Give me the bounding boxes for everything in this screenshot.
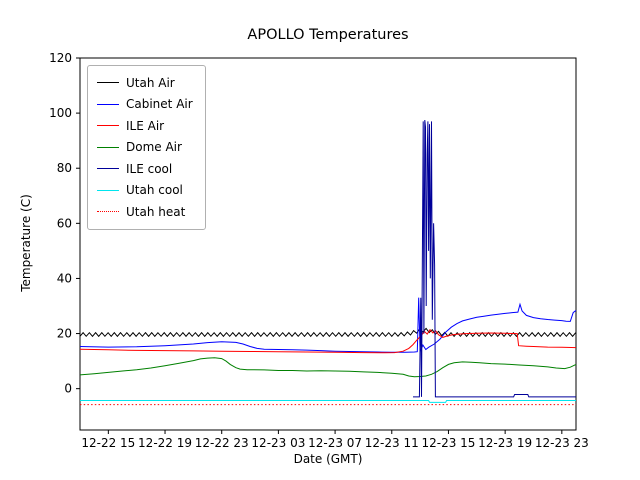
legend-line-swatch [97,82,119,84]
legend-entry-dome-air: Dome Air [97,137,193,159]
legend-line-swatch [97,168,119,170]
legend-entry-ile-air: ILE Air [97,115,193,137]
series-cabinet-air [79,297,577,353]
legend-label: Utah Air [126,75,175,90]
y-tick-label: 60 [57,216,72,230]
legend-line-swatch [97,103,119,105]
y-tick-label: 40 [57,271,72,285]
legend-line-swatch [97,211,119,213]
series-dome-air [79,357,577,378]
series-ile-cool [413,119,576,398]
legend-entry-utah-heat: Utah heat [97,201,193,223]
legend-label: Cabinet Air [126,97,193,112]
y-tick-label: 80 [57,161,72,175]
x-tick-label: 12-22 19 [138,436,192,450]
y-tick-label: 20 [57,327,72,341]
legend-label: ILE Air [126,118,165,133]
x-tick-label: 12-23 15 [421,436,475,450]
legend-entry-utah-cool: Utah cool [97,180,193,202]
legend-label: Dome Air [126,140,182,155]
y-tick-label: 0 [64,382,72,396]
legend-entry-cabinet-air: Cabinet Air [97,94,193,116]
chart-title: APOLLO Temperatures [247,27,409,43]
series-utah-air [79,327,577,338]
legend-label: Utah heat [126,204,186,219]
x-tick-label: 12-23 03 [251,436,305,450]
x-axis-label: Date (GMT) [293,452,363,466]
y-axis-label: Temperature (C) [19,194,33,292]
legend-entry-ile-cool: ILE cool [97,158,193,180]
legend-entry-utah-air: Utah Air [97,72,193,94]
x-tick-label: 12-23 19 [478,436,532,450]
axes-box [79,57,577,431]
y-tick-label: 120 [49,51,72,65]
legend-line-swatch [97,146,119,148]
series-utah-cool [80,400,576,403]
x-tick-label: 12-22 23 [195,436,249,450]
x-tick-label: 12-23 23 [535,436,589,450]
legend-line-swatch [97,189,119,191]
legend-line-swatch [97,125,119,127]
x-tick-label: 12-23 07 [308,436,362,450]
legend: Utah Air Cabinet Air ILE Air Dome Air ILE co… [87,65,206,230]
x-tick-label: 12-22 15 [81,436,135,450]
series-ile-air [79,328,577,354]
legend-label: ILE cool [126,161,173,176]
legend-label: Utah cool [126,183,183,198]
x-tick-label: 12-23 11 [365,436,419,450]
y-tick-label: 100 [49,106,72,120]
